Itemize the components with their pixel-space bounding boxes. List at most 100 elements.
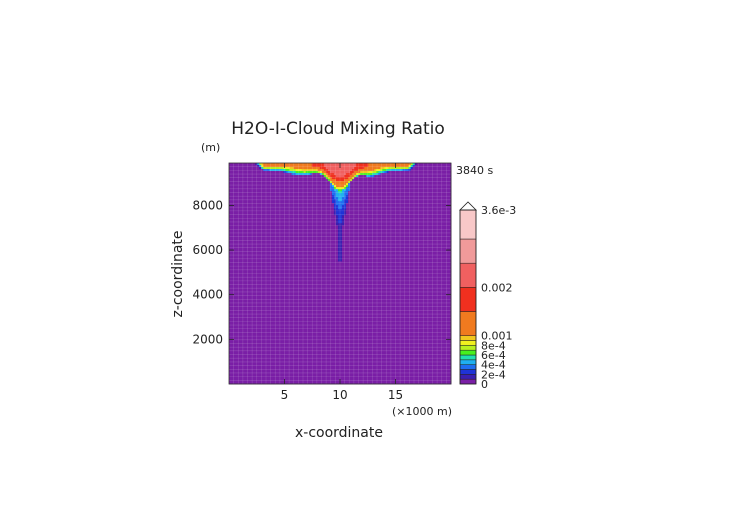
heatmap-cell [432, 197, 436, 200]
heatmap-cell [295, 225, 299, 228]
heatmap-cell [386, 197, 389, 200]
heatmap-cell [241, 169, 244, 172]
heatmap-cell [317, 211, 321, 214]
heatmap-cell [317, 213, 321, 216]
heatmap-cell [372, 203, 375, 206]
heatmap-cell [313, 173, 317, 176]
heatmap-cell [291, 209, 294, 212]
heatmap-cell [408, 225, 412, 228]
heatmap-cell [366, 235, 369, 238]
heatmap-cell [337, 171, 341, 174]
heatmap-cell [354, 237, 357, 240]
heatmap-cell [350, 233, 353, 236]
heatmap-cell [394, 167, 397, 170]
heatmap-cell [319, 205, 323, 208]
heatmap-cell [243, 197, 246, 200]
heatmap-cell [412, 219, 416, 222]
heatmap-cell [384, 185, 387, 188]
heatmap-cell [404, 213, 407, 216]
heatmap-cell [299, 227, 303, 230]
heatmap-cell [269, 181, 272, 184]
heatmap-cell [325, 229, 329, 232]
heatmap-cell [295, 179, 299, 182]
heatmap-cell [317, 191, 321, 194]
heatmap-cell [231, 213, 234, 216]
heatmap-cell [315, 229, 319, 232]
heatmap-cell [331, 177, 335, 180]
heatmap-cell [360, 199, 363, 202]
heatmap-cell [233, 207, 236, 210]
heatmap-cell [327, 211, 331, 214]
heatmap-cell [261, 185, 264, 188]
heatmap-cell [444, 233, 448, 236]
heatmap-cell [386, 165, 389, 168]
heatmap-cell [281, 193, 284, 196]
heatmap-cell [416, 175, 420, 178]
heatmap-cell [251, 165, 254, 168]
heatmap-cell [436, 205, 440, 208]
heatmap-cell [370, 235, 373, 238]
heatmap-cell [408, 173, 412, 176]
heatmap-cell [249, 227, 252, 230]
heatmap-cell [279, 193, 282, 196]
heatmap-cell [442, 223, 446, 226]
heatmap-cell [263, 177, 266, 180]
heatmap-cell [406, 191, 410, 194]
heatmap-cell [356, 207, 359, 210]
heatmap-cell [237, 175, 240, 178]
heatmap-cell [249, 231, 252, 234]
heatmap-cell [356, 177, 359, 180]
heatmap-cell [348, 183, 351, 186]
heatmap-cell [390, 223, 393, 226]
heatmap-cell [422, 215, 426, 218]
heatmap-cell [430, 177, 434, 180]
heatmap-cell [366, 205, 369, 208]
heatmap-cell [410, 199, 414, 202]
heatmap-cell [370, 209, 373, 212]
heatmap-cell [398, 217, 401, 220]
heatmap-cell [259, 191, 262, 194]
heatmap-cell [396, 171, 399, 174]
heatmap-cell [257, 227, 260, 230]
heatmap-cell [374, 185, 377, 188]
heatmap-cell [253, 237, 256, 240]
heatmap-cell [289, 203, 292, 206]
heatmap-cell [394, 205, 397, 208]
heatmap-cell [277, 225, 280, 228]
heatmap-cell [317, 163, 321, 166]
heatmap-cell [398, 181, 401, 184]
heatmap-cell [442, 207, 446, 210]
heatmap-cell [432, 169, 436, 172]
heatmap-cell [376, 203, 379, 206]
heatmap-cell [402, 201, 405, 204]
heatmap-cell [285, 173, 288, 176]
heatmap-cell [374, 231, 377, 234]
heatmap-cell [261, 191, 264, 194]
heatmap-cell [269, 175, 272, 178]
heatmap-cell [384, 215, 387, 218]
heatmap-cell [366, 229, 369, 232]
heatmap-cell [249, 235, 252, 238]
heatmap-cell [327, 231, 331, 234]
heatmap-cell [271, 239, 274, 242]
heatmap-cell [261, 199, 264, 202]
heatmap-cell [408, 209, 412, 212]
heatmap-cell [380, 193, 383, 196]
heatmap-cell [265, 221, 268, 224]
heatmap-cell [360, 223, 363, 226]
heatmap-cell [305, 193, 309, 196]
heatmap-cell [350, 211, 353, 214]
heatmap-cell [275, 187, 278, 190]
heatmap-cell [382, 195, 385, 198]
heatmap-cell [267, 171, 270, 174]
heatmap-cell [438, 211, 442, 214]
heatmap-cell [448, 229, 452, 232]
heatmap-cell [418, 197, 422, 200]
heatmap-cell [331, 191, 335, 194]
heatmap-cell [392, 189, 395, 192]
heatmap-cell [380, 219, 383, 222]
heatmap-cell [237, 217, 240, 220]
heatmap-cell [247, 215, 250, 218]
heatmap-cell [321, 193, 325, 196]
heatmap-cell [313, 177, 317, 180]
